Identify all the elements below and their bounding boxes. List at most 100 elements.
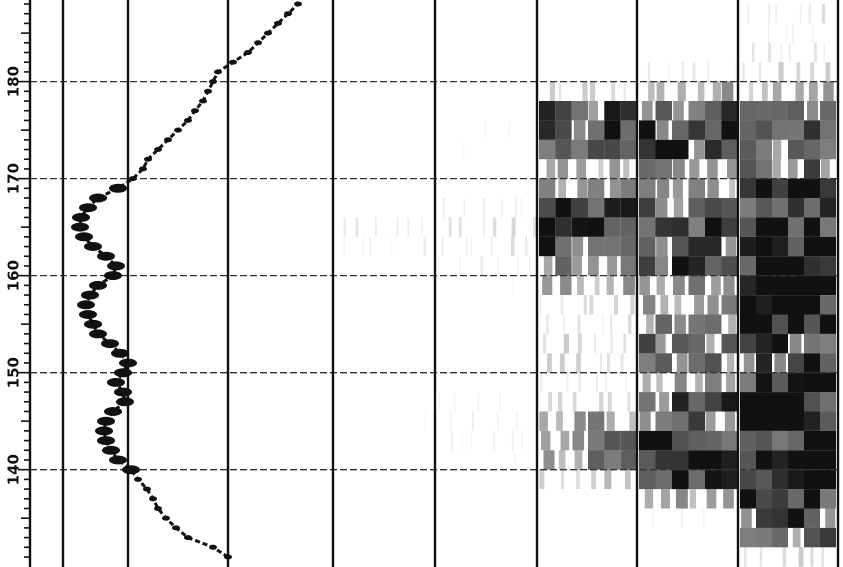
density-cell xyxy=(728,314,736,334)
density-cell xyxy=(539,411,548,431)
trace-point xyxy=(139,166,147,172)
density-cell xyxy=(729,178,736,198)
density-cell xyxy=(480,256,483,276)
density-cell xyxy=(604,236,621,257)
density-cell xyxy=(571,139,588,160)
density-cell xyxy=(772,275,788,295)
density-cell xyxy=(772,81,782,101)
trace-curve-layer xyxy=(71,1,302,560)
density-cell xyxy=(772,430,788,451)
density-cell xyxy=(804,333,820,354)
y-tick-label: 150 xyxy=(5,357,23,388)
density-cell xyxy=(795,81,804,101)
density-cell xyxy=(772,256,788,276)
density-cell xyxy=(740,392,756,412)
density-cell xyxy=(706,489,717,509)
density-cell xyxy=(369,236,372,257)
density-cell xyxy=(740,217,756,237)
density-cell xyxy=(604,101,621,121)
density-cell xyxy=(756,353,772,373)
density-cell xyxy=(772,236,788,257)
density-cell xyxy=(463,198,465,218)
density-cell xyxy=(820,314,836,334)
density-cell xyxy=(756,217,772,237)
density-cell xyxy=(574,450,583,470)
density-cell xyxy=(694,295,704,315)
density-cell xyxy=(672,139,689,160)
density-cell xyxy=(620,139,637,160)
density-cell xyxy=(820,275,836,295)
density-cell xyxy=(772,217,788,237)
density-cell xyxy=(572,256,582,276)
density-cell xyxy=(643,295,656,315)
density-cell xyxy=(756,469,772,490)
density-cell xyxy=(466,236,468,257)
density-cell xyxy=(740,469,756,490)
density-cell xyxy=(756,430,772,451)
density-cell xyxy=(604,430,621,451)
density-cell xyxy=(778,62,784,82)
trace-point xyxy=(114,368,132,378)
trace-point xyxy=(89,280,107,290)
trace-point xyxy=(209,544,217,550)
density-cell xyxy=(578,372,581,393)
density-cell xyxy=(804,120,820,140)
density-cell xyxy=(593,333,596,354)
density-cell xyxy=(607,353,610,373)
density-cell xyxy=(707,159,718,179)
density-cell xyxy=(655,353,672,373)
trace-point xyxy=(109,455,127,465)
density-cell xyxy=(529,256,531,276)
density-cell xyxy=(610,333,613,354)
density-cell xyxy=(515,198,517,218)
density-cell xyxy=(602,314,604,334)
density-cell xyxy=(511,430,514,451)
density-cell xyxy=(540,372,543,393)
density-cell xyxy=(796,62,801,82)
vertical-gridlines xyxy=(28,0,840,567)
trace-point xyxy=(154,506,162,511)
density-cell xyxy=(788,139,804,160)
density-cell xyxy=(782,547,787,567)
density-cell xyxy=(655,469,672,490)
density-cell xyxy=(705,217,722,237)
density-cell xyxy=(463,139,465,160)
trace-point xyxy=(109,183,127,193)
trace-point xyxy=(209,79,217,85)
density-cell xyxy=(756,450,772,470)
density-cell xyxy=(748,81,754,101)
density-cell xyxy=(756,139,772,160)
density-cell xyxy=(688,411,705,431)
density-cell xyxy=(740,139,756,160)
density-cell xyxy=(514,450,516,470)
density-layer xyxy=(343,4,836,567)
density-cell xyxy=(811,23,814,43)
density-cell xyxy=(740,256,756,276)
density-cell xyxy=(539,101,556,121)
density-cell xyxy=(484,120,486,140)
density-cell xyxy=(740,198,756,218)
density-cell xyxy=(588,411,605,431)
density-cell xyxy=(516,411,518,431)
density-cell xyxy=(820,372,836,393)
density-cell xyxy=(571,217,588,237)
density-cell xyxy=(721,256,738,276)
density-cell xyxy=(721,139,738,160)
density-cell xyxy=(742,62,745,82)
density-cell xyxy=(820,353,836,373)
density-cell xyxy=(573,120,586,140)
trace-point xyxy=(199,98,207,104)
density-cell xyxy=(705,430,722,451)
density-cell xyxy=(655,256,668,276)
density-cell xyxy=(462,430,463,451)
density-cell xyxy=(542,275,553,295)
density-cell xyxy=(721,450,738,470)
density-cell xyxy=(804,527,820,548)
density-cell xyxy=(539,139,556,160)
density-cell xyxy=(672,430,689,451)
density-cell xyxy=(775,4,777,24)
density-cell xyxy=(620,430,637,451)
density-cell xyxy=(788,256,804,276)
density-cell xyxy=(740,489,756,509)
density-cell xyxy=(647,62,651,82)
